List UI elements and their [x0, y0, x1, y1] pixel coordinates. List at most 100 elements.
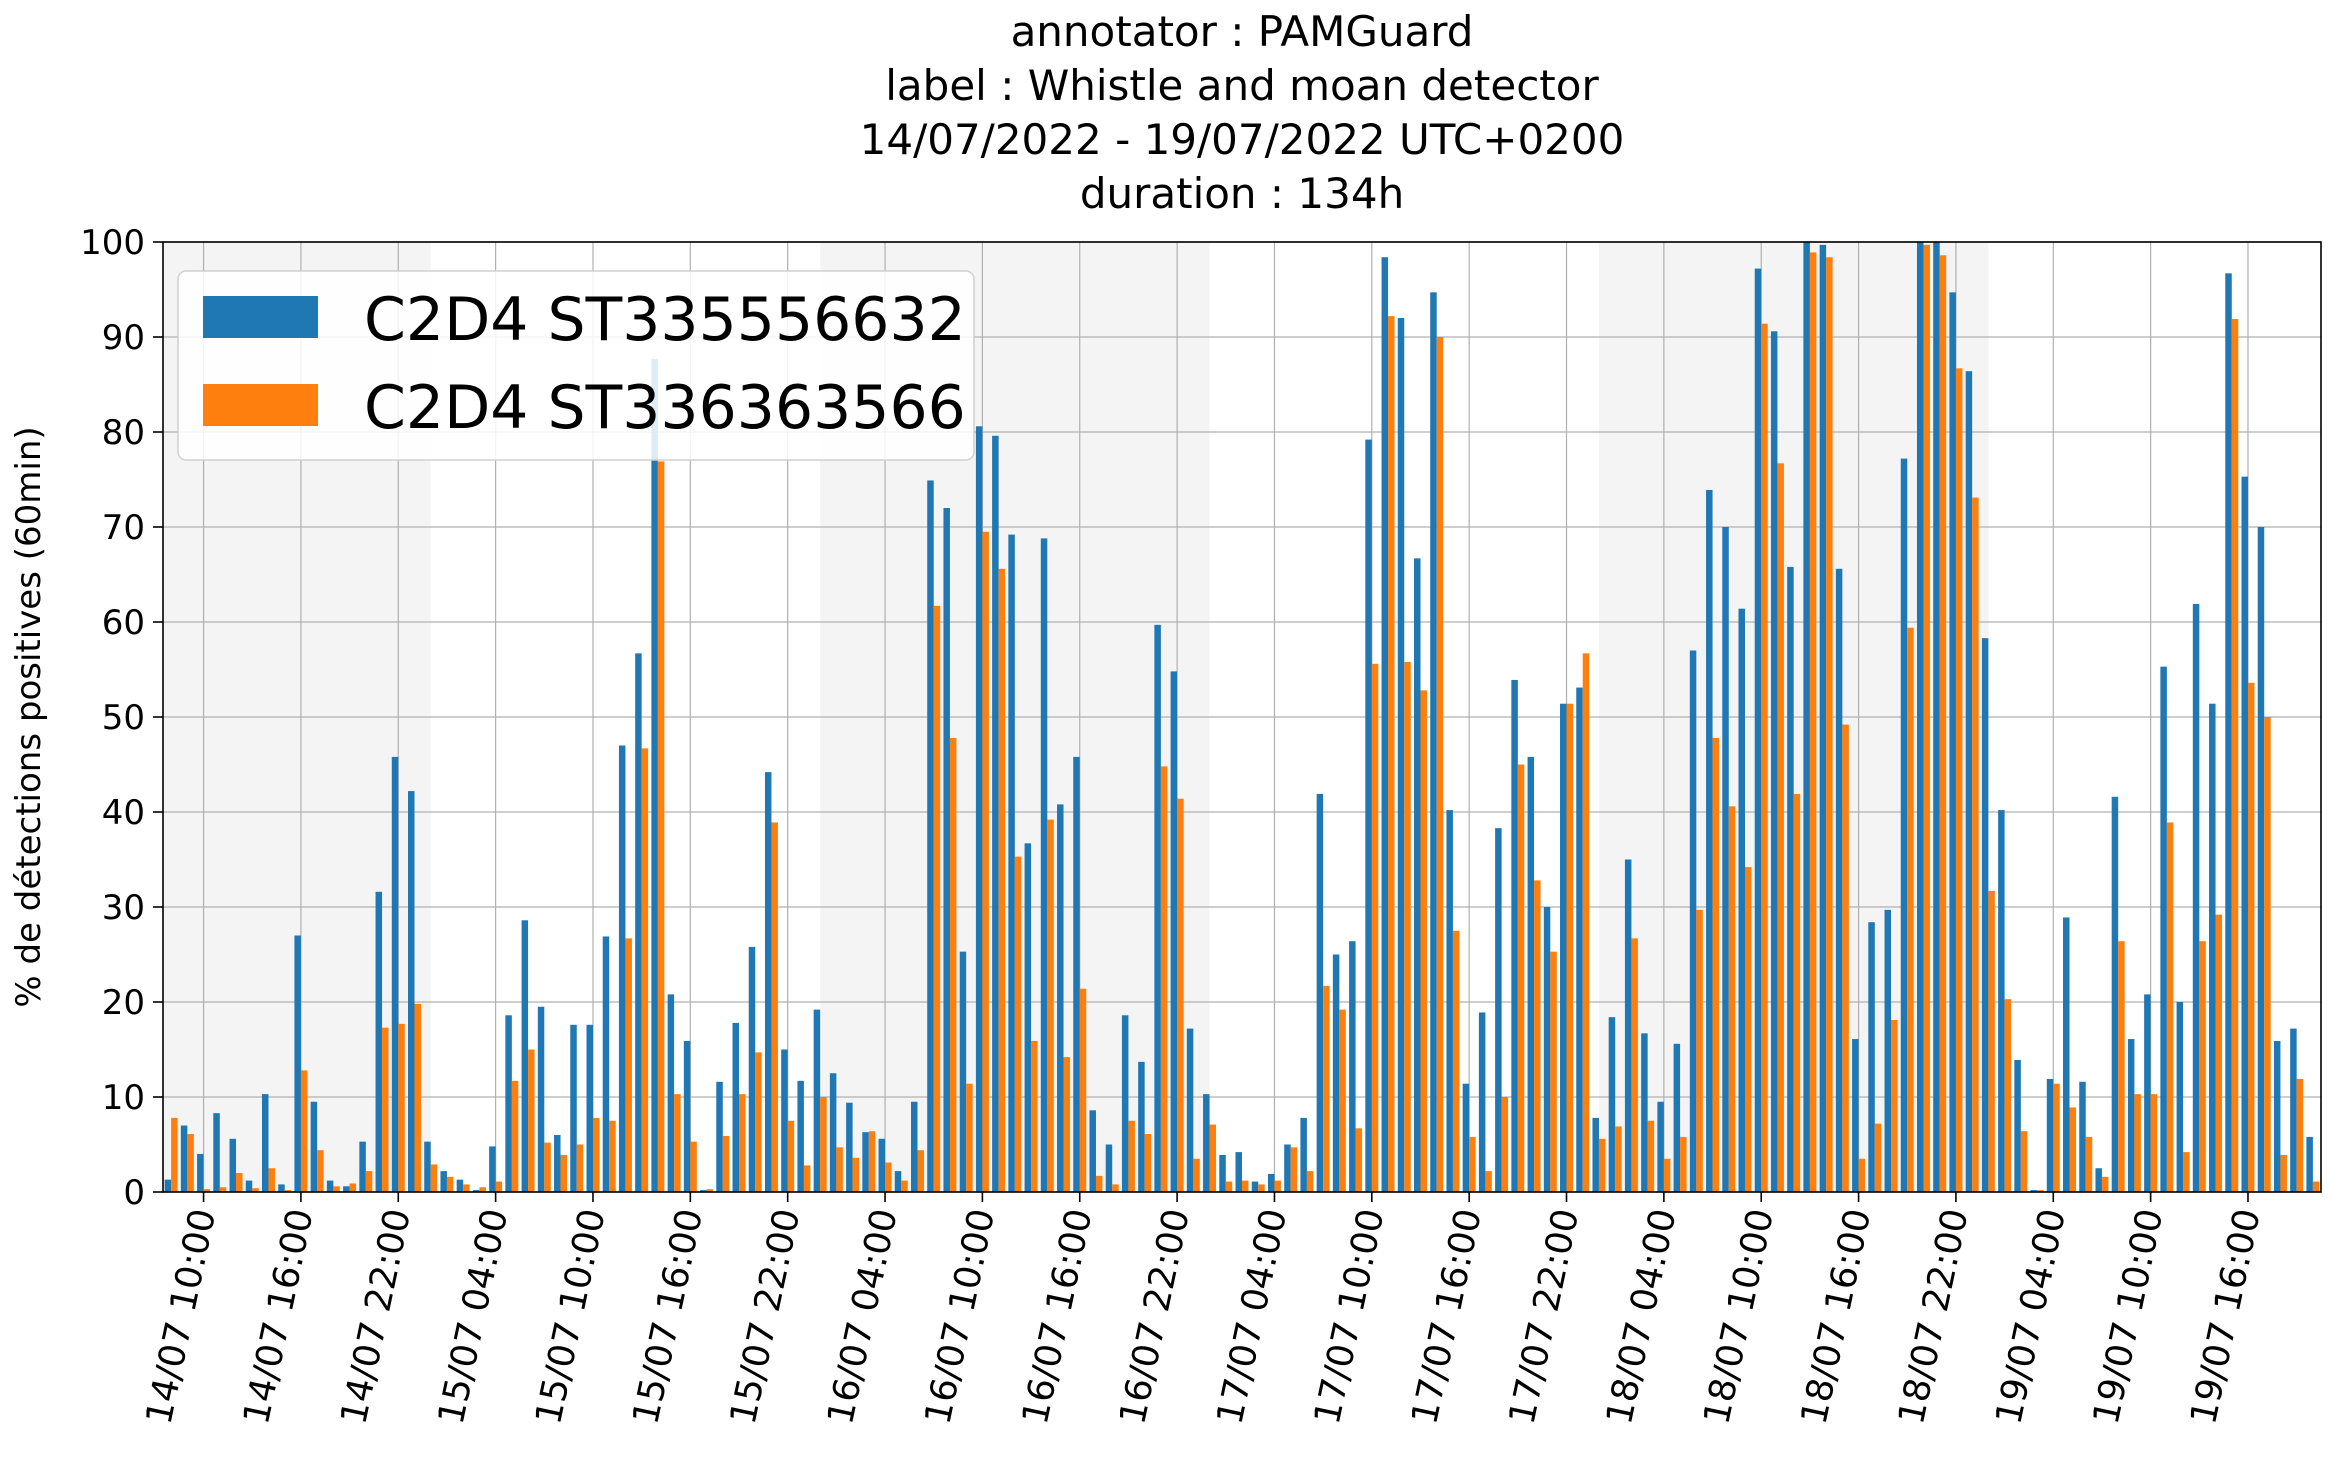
bar-series-2 — [1631, 938, 1638, 1192]
bar-series-2 — [739, 1094, 746, 1192]
legend-label: C2D4 ST335556632 — [364, 285, 966, 355]
bar-series-1 — [1641, 1033, 1648, 1192]
bar-series-2 — [446, 1176, 454, 1192]
bar-series-2 — [1582, 653, 1590, 1192]
bar-series-2 — [2150, 1094, 2158, 1192]
bar-series-2 — [2215, 914, 2223, 1192]
bar-series-2 — [1209, 1124, 1217, 1192]
bar-series-2 — [1079, 988, 1087, 1192]
bar-series-2 — [1923, 244, 1930, 1193]
bar-series-2 — [1696, 909, 1703, 1192]
bar-series-1 — [700, 1190, 707, 1192]
bar-series-1 — [813, 1009, 821, 1192]
bar-series-1 — [894, 1171, 902, 1192]
bar-series-1 — [1397, 318, 1405, 1192]
x-tick-label: 18/07 16:00 — [1794, 1205, 1880, 1428]
bar-series-2 — [1858, 1158, 1866, 1192]
bar-series-1 — [2306, 1136, 2313, 1192]
bar-series-2 — [1680, 1136, 1687, 1192]
bar-series-2 — [2231, 318, 2239, 1192]
bar-series-2 — [284, 1190, 292, 1192]
bar-series-1 — [927, 480, 934, 1192]
bar-series-1 — [716, 1081, 723, 1192]
bar-series-1 — [1657, 1101, 1664, 1192]
y-tick-label: 80 — [102, 413, 145, 453]
bar-series-1 — [1008, 534, 1015, 1192]
bar-series-1 — [1722, 527, 1729, 1192]
bar-series-1 — [1916, 242, 1924, 1192]
bar-series-1 — [1057, 804, 1064, 1192]
bar-series-1 — [2111, 796, 2119, 1192]
bar-series-2 — [1777, 463, 1784, 1193]
bar-series-2 — [463, 1184, 470, 1192]
bar-series-1 — [797, 1080, 804, 1192]
bar-series-1 — [1138, 1061, 1145, 1192]
x-tick-label: 18/07 10:00 — [1696, 1205, 1782, 1428]
bar-series-2 — [2004, 999, 2012, 1192]
bar-series-1 — [1495, 828, 1502, 1192]
bar-series-2 — [365, 1171, 373, 1192]
bar-series-1 — [408, 791, 415, 1192]
bar-series-1 — [829, 1073, 837, 1192]
bar-series-1 — [781, 1049, 788, 1192]
x-tick-label: 17/07 16:00 — [1404, 1205, 1490, 1428]
bar-series-1 — [1803, 242, 1810, 1192]
bar-series-1 — [1154, 624, 1161, 1192]
bar-series-1 — [2095, 1168, 2102, 1192]
bar-series-2 — [1761, 323, 1768, 1192]
bar-series-1 — [651, 358, 658, 1193]
bar-series-1 — [294, 935, 301, 1192]
bar-series-1 — [2290, 1028, 2297, 1192]
x-tick-label: 14/07 10:00 — [139, 1205, 225, 1428]
title-line: 14/07/2022 - 19/07/2022 UTC+0200 — [860, 115, 1625, 164]
bar-series-2 — [755, 1052, 762, 1192]
bar-series-2 — [2037, 1190, 2044, 1192]
y-tick-label: 100 — [80, 223, 145, 263]
bar-series-1 — [959, 951, 967, 1192]
bar-series-2 — [1955, 368, 1963, 1193]
bar-series-2 — [787, 1120, 795, 1192]
legend-box — [177, 270, 975, 461]
x-tick-label: 16/07 04:00 — [820, 1205, 906, 1428]
bar-series-1 — [1251, 1181, 1259, 1192]
bar-series-1 — [1430, 292, 1437, 1193]
bar-series-2 — [382, 1027, 389, 1192]
bar-series-2 — [1371, 663, 1379, 1192]
legend-label: C2D4 ST336363566 — [364, 373, 966, 443]
bar-series-2 — [1355, 1128, 1363, 1192]
bar-series-2 — [917, 1150, 924, 1192]
x-tick-label: 18/07 04:00 — [1599, 1205, 1685, 1428]
bar-series-1 — [489, 1146, 496, 1192]
bar-series-2 — [317, 1150, 324, 1192]
bar-series-2 — [1323, 985, 1330, 1192]
bar-series-1 — [1446, 810, 1453, 1192]
chart-title: annotator : PAMGuard label : Whistle and … — [860, 7, 1625, 218]
bar-series-1 — [2046, 1078, 2054, 1192]
bar-series-2 — [868, 1131, 876, 1192]
bar-series-2 — [414, 1003, 421, 1192]
y-axis-label: % de détections positives (60min) — [9, 426, 49, 1007]
bar-series-1 — [424, 1141, 431, 1192]
bar-series-2 — [528, 1049, 535, 1192]
bar-series-1 — [1203, 1094, 1210, 1192]
bar-series-1 — [667, 994, 675, 1192]
x-tick-label: 16/07 16:00 — [1015, 1205, 1101, 1428]
bar-series-1 — [992, 435, 999, 1192]
bar-series-1 — [1170, 671, 1178, 1192]
bar-series-2 — [706, 1189, 714, 1192]
bar-series-1 — [1592, 1117, 1599, 1192]
bar-series-2 — [560, 1154, 568, 1192]
x-tick-label: 15/07 22:00 — [723, 1205, 809, 1428]
bar-series-1 — [2160, 666, 2167, 1192]
bar-series-1 — [570, 1024, 577, 1192]
bar-series-1 — [440, 1171, 447, 1192]
bar-series-1 — [1478, 1012, 1486, 1192]
y-tick-label: 50 — [102, 698, 145, 738]
bar-series-2 — [690, 1141, 697, 1192]
bar-series-1 — [2257, 527, 2265, 1192]
bar-series-1 — [1624, 859, 1632, 1192]
bar-series-1 — [1884, 909, 1892, 1192]
bar-series-2 — [1615, 1126, 1622, 1192]
bar-series-2 — [1469, 1136, 1476, 1192]
